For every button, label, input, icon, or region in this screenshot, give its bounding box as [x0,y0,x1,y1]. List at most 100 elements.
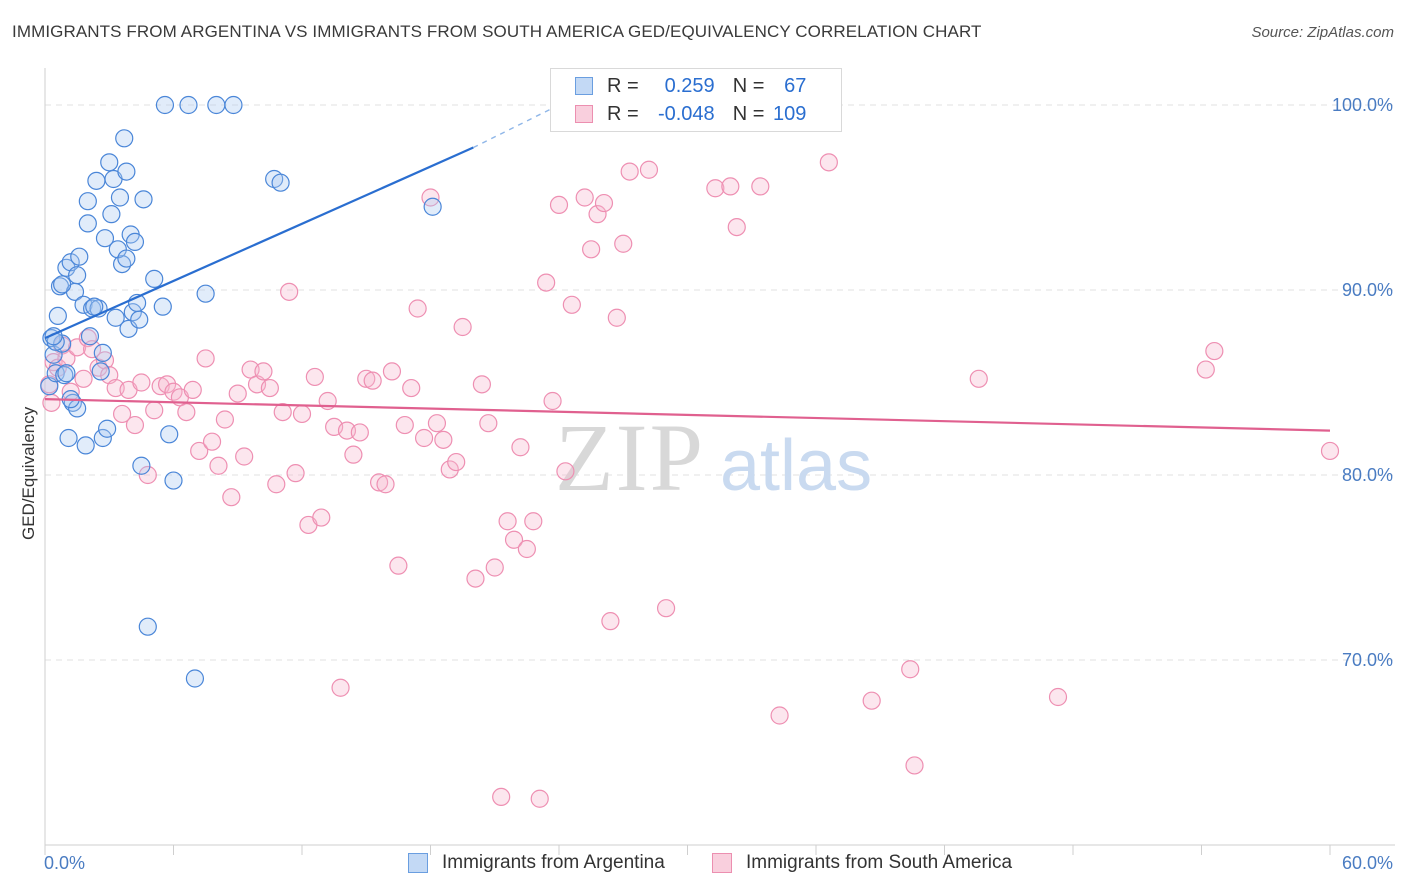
south-america-point [1048,687,1068,707]
stats-row-south-america: R = -0.048 N = 109 [551,100,806,128]
south-america-point [389,556,408,575]
south-america-point [235,447,254,466]
south-america-point [363,371,382,390]
legend-item-argentina[interactable]: Immigrants from Argentina [408,852,665,874]
south-america-point [819,153,838,172]
argentina-point [106,308,125,327]
argentina-point [48,306,67,325]
south-america-point [901,660,920,679]
south-america-point [112,404,132,424]
south-america-point [183,380,202,399]
argentina-point [100,153,119,172]
r-value: -0.048 [657,102,715,125]
south-america-point [344,445,363,464]
argentina-point [130,310,149,329]
legend-item-south-america[interactable]: Immigrants from South America [712,852,1012,874]
south-america-point [969,369,988,388]
south-america-point [751,177,770,196]
argentina-point [59,428,78,448]
y-tick-label: 100.0% [1332,95,1393,115]
argentina-point [68,266,87,285]
south-america-point [312,508,331,527]
argentina-point [145,269,164,288]
argentina-point [117,162,136,181]
south-america-point [524,512,543,531]
south-america-point [42,393,61,412]
source-credit: Source: ZipAtlas.com [1251,24,1394,41]
r-label: R = [607,102,639,125]
south-america-point [305,367,324,387]
argentina-point [423,197,442,216]
argentina-point [196,284,215,303]
grid-lines [45,104,1395,661]
argentina-point [78,192,97,211]
argentina-point [224,95,243,115]
south-america-point [607,308,626,327]
south-america-point [1196,360,1215,379]
south-america-point [1320,441,1340,461]
series-south-america-points [40,153,1340,808]
south-america-point [267,475,286,494]
south-america-point [222,488,241,507]
south-america-point [254,362,273,381]
south-america-swatch [575,105,593,123]
south-america-point [414,428,434,448]
south-america-point [402,378,421,398]
south-america-point [549,195,569,214]
argentina-point [153,297,172,316]
south-america-point [74,369,93,388]
argentina-point [271,173,290,192]
south-america-point [427,414,447,433]
south-america-point [620,162,639,181]
south-america-point [260,378,279,398]
x-tick-labels: 0.0% 60.0% [44,853,1393,873]
n-value: 67 [784,74,807,97]
south-america-trend-line [44,398,1331,432]
argentina-point [98,419,117,438]
south-america-point [331,678,350,697]
series-argentina-points [40,95,442,688]
axes [44,68,1395,855]
south-america-point [504,530,524,549]
south-america-point [190,441,209,461]
argentina-point [53,275,72,294]
south-america-point [601,612,620,631]
south-america-point [357,369,376,388]
south-america-legend-swatch [712,853,732,873]
south-america-point [145,401,164,420]
south-america-point [376,475,395,494]
south-america-point [479,414,498,433]
south-america-point [614,234,633,253]
south-america-point [588,205,607,224]
south-america-point [395,415,414,435]
argentina-point [123,303,142,322]
south-america-point [370,473,389,492]
south-america-point [485,558,504,577]
argentina-point [164,471,183,490]
south-america-point [594,193,614,213]
south-america-point [273,403,292,422]
n-value: 109 [773,102,807,125]
y-tick-label: 80.0% [1342,465,1393,485]
south-america-point [517,539,536,559]
south-america-point [434,430,453,449]
south-america-point [537,273,556,292]
y-axis-label: GED/Equivalency [19,406,38,540]
stats-legend: R = 0.259 N = 67 R = -0.048 N = 109 [550,68,842,132]
argentina-point [117,249,136,268]
series-legend: Immigrants from Argentina Immigrants fro… [0,852,1406,878]
argentina-point [91,362,110,381]
argentina-trend-extension [473,104,560,149]
y-tick-labels: 70.0% 80.0% 90.0% 100.0% [1332,95,1393,670]
argentina-point [76,436,95,455]
argentina-point [93,343,112,362]
south-america-point [215,410,234,429]
south-america-point [408,299,427,318]
argentina-point [95,229,115,248]
watermark-zip: ZIP [555,404,705,511]
south-america-point [562,295,581,314]
south-america-point [95,351,115,370]
south-america-point [721,177,740,196]
south-america-point [196,349,215,368]
